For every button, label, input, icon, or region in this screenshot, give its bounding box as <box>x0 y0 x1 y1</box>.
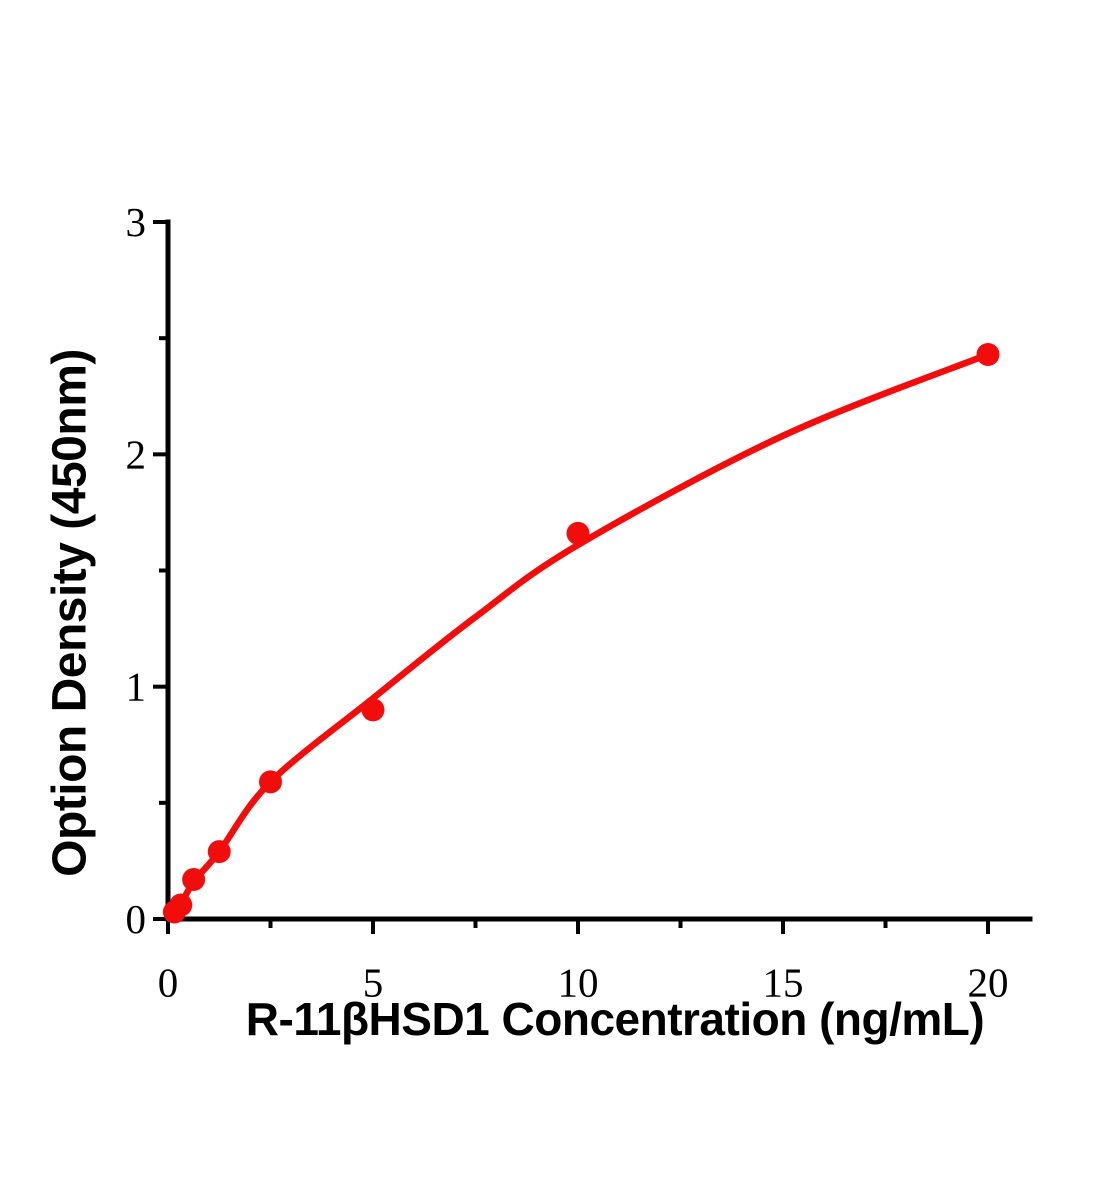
x-tick-label: 15 <box>763 960 804 1006</box>
data-point <box>566 521 590 545</box>
data-point <box>361 698 385 722</box>
data-point <box>976 342 1000 366</box>
y-tick-label: 0 <box>126 896 147 942</box>
x-tick-label: 20 <box>968 960 1009 1006</box>
y-tick-label: 2 <box>126 431 147 477</box>
fit-curve <box>166 351 992 920</box>
axes <box>165 219 1033 922</box>
data-point <box>259 770 282 794</box>
data-point <box>169 893 193 917</box>
x-axis-title: R-11βHSD1 Concentration (ng/mL) <box>245 993 985 1045</box>
data-point <box>207 840 231 864</box>
x-tick-label: 10 <box>558 960 599 1006</box>
y-axis-title: Option Density (450nm) <box>43 349 97 877</box>
x-tick-label: 0 <box>158 960 179 1006</box>
x-tick-label: 5 <box>363 960 384 1006</box>
data-point <box>182 868 206 892</box>
y-tick-label: 1 <box>126 664 147 710</box>
y-tick-label: 3 <box>126 199 147 245</box>
